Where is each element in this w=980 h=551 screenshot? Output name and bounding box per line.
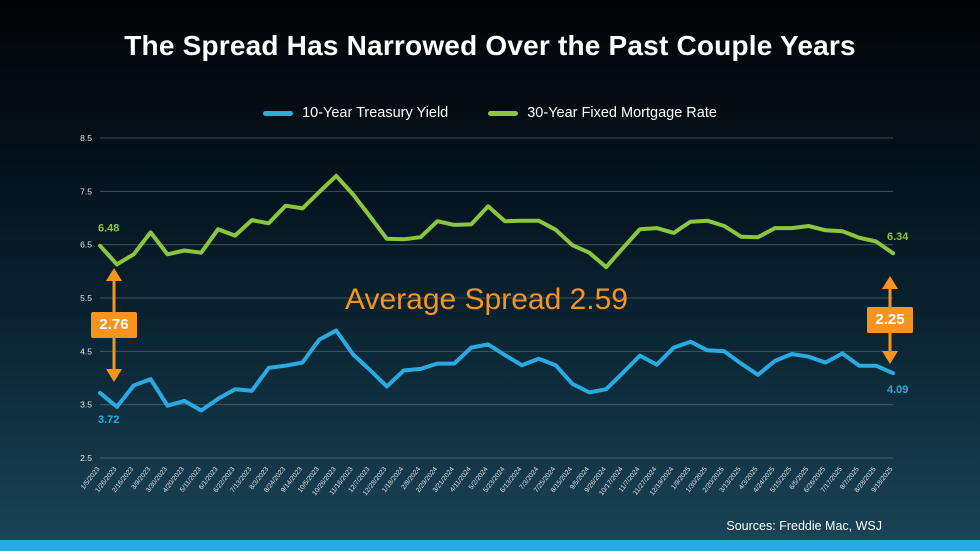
- mortgage-line-swatch: [488, 110, 519, 116]
- legend-item-treasury: 10-Year Treasury Yield: [263, 105, 448, 121]
- mortgage-end-value-label: 6.34: [887, 231, 909, 243]
- page-title: The Spread Has Narrowed Over the Past Co…: [124, 30, 856, 61]
- chart-legend: 10-Year Treasury Yield 30-Year Fixed Mor…: [0, 105, 980, 121]
- y-axis-tick-label: 7.5: [80, 186, 92, 196]
- y-axis-tick-label: 3.5: [80, 400, 92, 410]
- legend-label-mortgage: 30-Year Fixed Mortgage Rate: [527, 105, 717, 121]
- y-axis-tick-label: 4.5: [80, 346, 92, 356]
- footer-accent-bar: [0, 540, 980, 551]
- left-spread-badge: 2.76: [91, 312, 137, 338]
- treasury-end-value-label: 4.09: [887, 384, 908, 396]
- y-axis-tick-label: 2.5: [80, 453, 92, 463]
- y-axis-tick-label: 6.5: [80, 240, 92, 250]
- legend-label-treasury: 10-Year Treasury Yield: [302, 105, 449, 121]
- y-axis-tick-label: 8.5: [80, 133, 92, 143]
- average-spread-label: Average Spread 2.59: [345, 283, 628, 316]
- treasury-line-swatch: [263, 110, 294, 116]
- legend-item-mortgage: 30-Year Fixed Mortgage Rate: [488, 105, 717, 121]
- right-spread-annotation: 2.25: [867, 276, 913, 364]
- y-axis-tick-label: 5.5: [80, 293, 92, 303]
- treasury-yield-line: [98, 328, 895, 413]
- left-spread-annotation: 2.76: [91, 268, 137, 382]
- mortgage-start-value-label: 6.48: [98, 223, 119, 235]
- right-spread-badge: 2.25: [867, 307, 913, 333]
- mortgage-rate-line: [98, 173, 895, 270]
- treasury-start-value-label: 3.72: [98, 414, 119, 426]
- sources-label: Sources: Freddie Mac, WSJ: [726, 519, 882, 533]
- line-chart: 2.53.54.55.56.57.58.51/5/20231/26/20232/…: [80, 133, 910, 497]
